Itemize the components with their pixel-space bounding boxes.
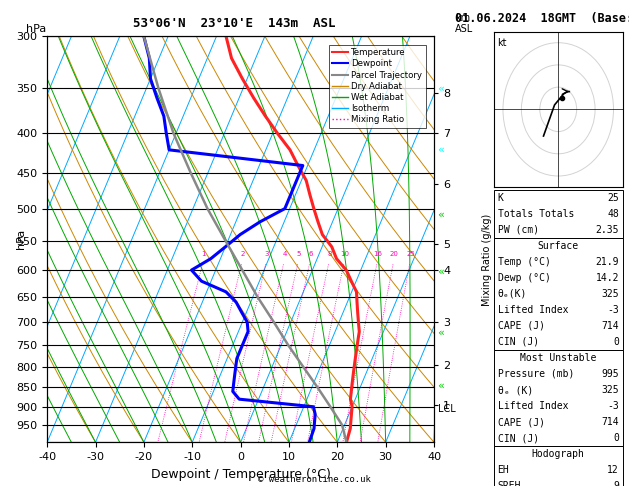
Text: 53°06'N  23°10'E  143m  ASL: 53°06'N 23°10'E 143m ASL (133, 17, 335, 30)
Text: 25: 25 (406, 251, 415, 257)
Text: 714: 714 (601, 321, 619, 331)
Text: K: K (498, 192, 503, 203)
Text: 3: 3 (265, 251, 269, 257)
Text: «: « (437, 145, 444, 155)
Text: -3: -3 (607, 305, 619, 315)
Text: Pressure (mb): Pressure (mb) (498, 369, 574, 379)
Text: Most Unstable: Most Unstable (520, 353, 596, 363)
Legend: Temperature, Dewpoint, Parcel Trajectory, Dry Adiabat, Wet Adiabat, Isotherm, Mi: Temperature, Dewpoint, Parcel Trajectory… (329, 45, 426, 128)
Text: 21.9: 21.9 (596, 257, 619, 267)
X-axis label: Dewpoint / Temperature (°C): Dewpoint / Temperature (°C) (151, 468, 330, 481)
Text: Dewp (°C): Dewp (°C) (498, 273, 550, 283)
Text: 995: 995 (601, 369, 619, 379)
Text: 12: 12 (607, 465, 619, 475)
Text: 16: 16 (374, 251, 382, 257)
Text: 14.2: 14.2 (596, 273, 619, 283)
Text: Lifted Index: Lifted Index (498, 401, 568, 411)
Text: EH: EH (498, 465, 509, 475)
Text: 5: 5 (297, 251, 301, 257)
Text: Mixing Ratio (g/kg): Mixing Ratio (g/kg) (482, 213, 493, 306)
Text: θₑ (K): θₑ (K) (498, 385, 533, 395)
Text: «: « (437, 84, 444, 94)
Text: 4: 4 (282, 251, 287, 257)
Text: CAPE (J): CAPE (J) (498, 417, 545, 427)
Text: CAPE (J): CAPE (J) (498, 321, 545, 331)
Text: 0: 0 (613, 433, 619, 443)
Text: 25: 25 (607, 192, 619, 203)
Text: © weatheronline.co.uk: © weatheronline.co.uk (258, 474, 371, 484)
Text: Hodograph: Hodograph (532, 449, 585, 459)
Text: «: « (437, 381, 444, 390)
Y-axis label: hPa: hPa (16, 229, 26, 249)
Text: Lifted Index: Lifted Index (498, 305, 568, 315)
Text: 6: 6 (308, 251, 313, 257)
Text: 2.35: 2.35 (596, 225, 619, 235)
Text: SREH: SREH (498, 481, 521, 486)
Text: 48: 48 (607, 208, 619, 219)
Text: PW (cm): PW (cm) (498, 225, 538, 235)
Text: CIN (J): CIN (J) (498, 337, 538, 347)
Text: 325: 325 (601, 385, 619, 395)
Text: km
ASL: km ASL (455, 13, 474, 35)
Text: Totals Totals: Totals Totals (498, 208, 574, 219)
Text: Surface: Surface (538, 241, 579, 251)
Text: Temp (°C): Temp (°C) (498, 257, 550, 267)
Text: «: « (437, 328, 444, 338)
Text: CIN (J): CIN (J) (498, 433, 538, 443)
Text: 2: 2 (241, 251, 245, 257)
Text: 8: 8 (328, 251, 332, 257)
Text: 9: 9 (613, 481, 619, 486)
Text: -3: -3 (607, 401, 619, 411)
Text: «: « (437, 210, 444, 220)
Text: hPa: hPa (26, 24, 46, 35)
Text: 325: 325 (601, 289, 619, 299)
Text: 01.06.2024  18GMT  (Base: 18): 01.06.2024 18GMT (Base: 18) (455, 12, 629, 25)
Text: 1: 1 (201, 251, 206, 257)
Text: 10: 10 (340, 251, 349, 257)
Text: 20: 20 (390, 251, 399, 257)
Text: kt: kt (498, 38, 507, 48)
Text: θₑ(K): θₑ(K) (498, 289, 527, 299)
Text: «: « (437, 267, 444, 277)
Text: 714: 714 (601, 417, 619, 427)
Text: LCL: LCL (438, 403, 455, 414)
Text: 0: 0 (613, 337, 619, 347)
